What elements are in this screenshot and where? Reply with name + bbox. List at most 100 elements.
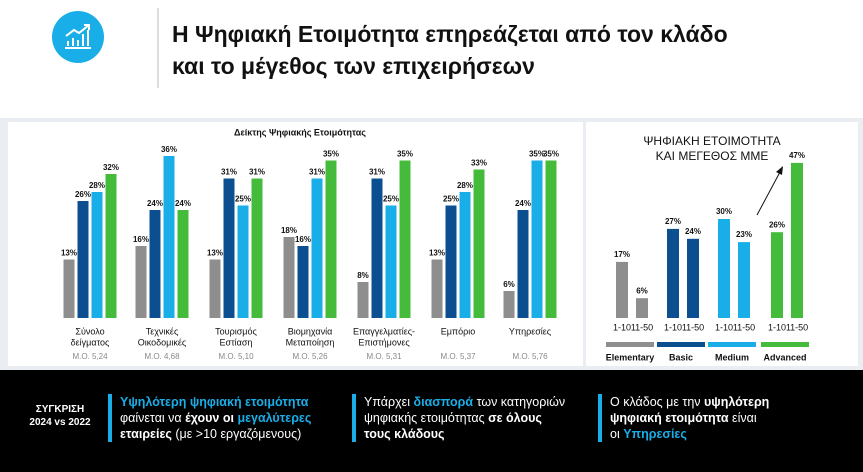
footer-text: υψηλότερη <box>704 395 770 409</box>
value-label: 31% <box>309 168 325 177</box>
bar <box>738 242 750 318</box>
title-line: και το μέγεθος των επιχειρήσεων <box>172 53 535 79</box>
bar <box>791 162 803 318</box>
legend-swatch <box>657 342 705 347</box>
value-label: 31% <box>369 168 385 177</box>
value-label: 23% <box>736 230 752 239</box>
bar <box>771 232 783 318</box>
legend-label: Basic <box>669 352 693 362</box>
legend-swatch <box>708 342 756 347</box>
bar <box>283 237 295 318</box>
category-label: Σύνολο <box>75 326 104 336</box>
size-label: 11-50 <box>733 322 755 332</box>
value-label: 6% <box>503 280 515 289</box>
value-label: 25% <box>235 195 251 204</box>
footer-line: Υπάρχει διασπορά των κατηγοριών <box>364 394 565 410</box>
value-label: 25% <box>443 195 459 204</box>
bar <box>237 205 249 318</box>
value-label: 16% <box>133 235 149 244</box>
bar <box>459 192 471 318</box>
bar <box>357 282 369 318</box>
bar <box>251 178 263 318</box>
footer-text: Υπηρεσίες <box>623 427 687 441</box>
footer-text: είναι <box>728 411 757 425</box>
bar <box>135 246 147 318</box>
footer-text: Ο κλάδος με την <box>610 395 705 409</box>
chart-icon <box>65 24 91 49</box>
footer-text: φαίνεται να <box>120 411 186 425</box>
chart-title: ΚΑΙ ΜΕΓΕΘΟΣ ΜΜΕ <box>656 149 769 163</box>
size-label: 1-10 <box>715 322 733 332</box>
bar <box>687 238 699 318</box>
value-label: 13% <box>61 249 77 258</box>
value-label: 35% <box>543 150 559 159</box>
category-label: Μεταποίηση <box>286 337 335 347</box>
footer-label-line: 2024 vs 2022 <box>29 417 91 428</box>
footer-block: Ο κλάδος με την υψηλότερη ψηφιακή ετοιμότ… <box>598 394 769 442</box>
bar <box>63 259 75 318</box>
mean-label: Μ.Ο. 4,68 <box>144 352 180 361</box>
value-label: 27% <box>665 217 681 226</box>
legend-label: Elementary <box>606 352 655 362</box>
value-label: 24% <box>175 199 191 208</box>
size-label: 1-10 <box>613 322 631 332</box>
legend-label: Medium <box>715 352 749 362</box>
footer-label: ΣΥΓΚΡΙΣΗ 2024 vs 2022 <box>20 403 100 429</box>
value-label: 36% <box>161 145 177 154</box>
bar <box>531 160 543 318</box>
value-label: 6% <box>636 286 648 295</box>
value-label: 31% <box>221 168 237 177</box>
bar <box>91 192 103 318</box>
bar <box>149 210 161 318</box>
size-label: 1-10 <box>664 322 682 332</box>
value-label: 26% <box>75 190 91 199</box>
bar <box>545 160 557 318</box>
mean-label: Μ.Ο. 5,37 <box>440 352 476 361</box>
footer-text: έχουν οι <box>185 411 238 425</box>
bar <box>445 205 457 318</box>
bar <box>297 246 309 318</box>
bar <box>105 174 117 318</box>
footer-text: τους κλάδους <box>364 427 445 441</box>
footer-line: φαίνεται να έχουν οι μεγαλύτερες <box>120 410 311 426</box>
size-label: 1-10 <box>768 322 786 332</box>
value-label: 18% <box>281 226 297 235</box>
footer-block: Υψηλότερη ψηφιακή ετοιμότητα φαίνεται να … <box>108 394 311 442</box>
chart-panel-inner <box>8 122 583 366</box>
value-label: 24% <box>147 199 163 208</box>
bar <box>473 169 485 318</box>
legend-label: Advanced <box>763 352 806 362</box>
bar <box>311 178 323 318</box>
legend-swatch <box>761 342 809 347</box>
value-label: 35% <box>529 150 545 159</box>
footer-text: εταιρείες <box>120 427 172 441</box>
bar <box>209 259 221 318</box>
mean-label: Μ.Ο. 5,10 <box>218 352 254 361</box>
value-label: 30% <box>716 207 732 216</box>
slide-graphics: Η Ψηφιακή Ετοιμότητα επηρεάζεται από τον… <box>0 8 863 370</box>
bar <box>636 298 648 318</box>
arrow-head <box>776 166 783 175</box>
value-label: 28% <box>89 181 105 190</box>
bar <box>517 210 529 318</box>
bar <box>77 201 89 318</box>
bar <box>371 178 383 318</box>
value-label: 24% <box>685 227 701 236</box>
footer-line: ψηφιακή ετοιμότητα είναι <box>610 410 769 426</box>
value-label: 16% <box>295 235 311 244</box>
category-label: Εστίαση <box>220 337 253 347</box>
size-label: 11-50 <box>631 322 653 332</box>
category-label: Τεχνικές <box>146 326 179 336</box>
category-label: Επιστήμονες <box>358 337 410 347</box>
bar <box>616 261 628 318</box>
footer-text: Υψηλότερη ψηφιακή ετοιμότητα <box>120 395 309 409</box>
bar <box>163 156 175 318</box>
footer-line: Υψηλότερη ψηφιακή ετοιμότητα <box>120 394 311 410</box>
value-label: 8% <box>357 271 369 280</box>
chart-title: ΨΗΦΙΑΚΗ ΕΤΟΙΜΟΤΗΤΑ <box>643 134 780 148</box>
bar <box>503 291 515 318</box>
value-label: 31% <box>249 168 265 177</box>
size-label: 11-50 <box>786 322 808 332</box>
footer-text: ψηφιακή ετοιμότητα <box>610 411 729 425</box>
value-label: 35% <box>323 150 339 159</box>
